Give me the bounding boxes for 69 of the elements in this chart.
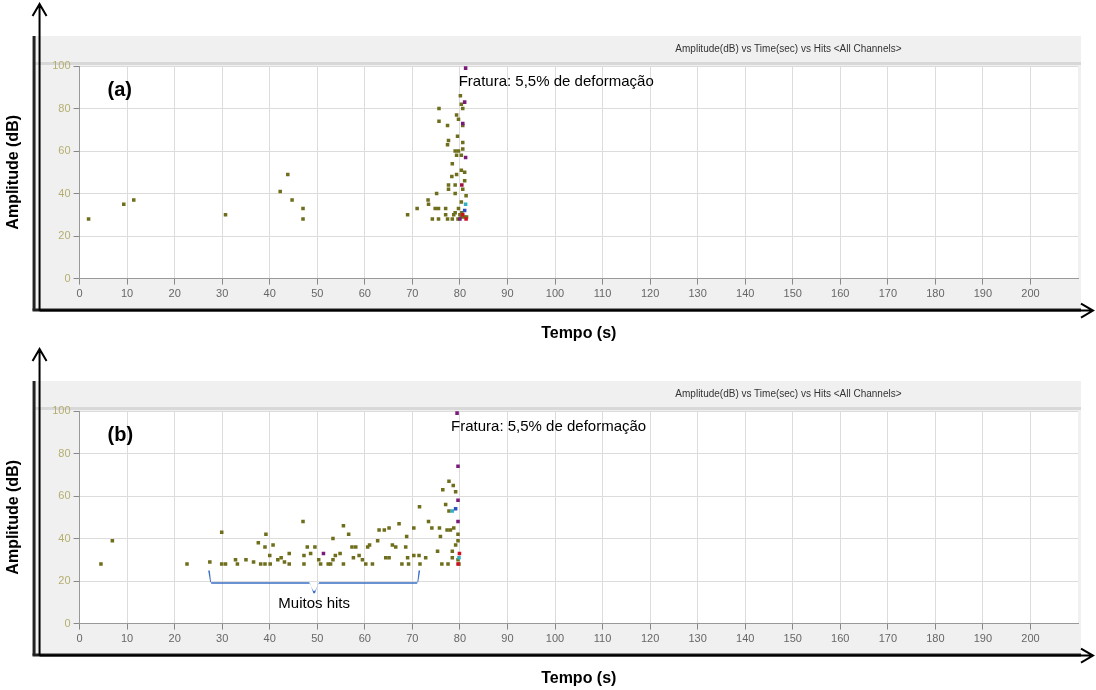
point [456, 498, 460, 503]
y-tick-label: 100 [52, 404, 71, 417]
x-tick-label: 80 [453, 632, 467, 645]
x-tick-label: 170 [878, 287, 897, 300]
annotation: (b) [107, 422, 134, 445]
y-tick-label: 80 [58, 446, 71, 459]
x-tick-label: 110 [593, 287, 612, 300]
x-tick-label: 60 [358, 287, 371, 300]
x-tick-label: 120 [640, 287, 660, 300]
x-tick-label: 40 [263, 632, 276, 645]
x-tick-label: 30 [216, 287, 229, 300]
x-tick-label: 70 [406, 632, 419, 645]
x-tick-label: 130 [688, 632, 707, 645]
x-axis-title: Tempo (s) [541, 668, 617, 686]
x-tick-label: 190 [973, 632, 993, 645]
x-tick-label: 10 [120, 287, 134, 300]
annotation: Fratura: 5,5% de deformação [451, 416, 647, 434]
x-tick-label: 100 [545, 632, 565, 645]
x-tick-label: 150 [783, 287, 802, 300]
x-axis-title: Tempo (s) [541, 323, 617, 341]
x-tick-label: 30 [216, 632, 229, 645]
x-tick-label: 160 [831, 632, 850, 645]
x-tick-label: 50 [311, 287, 324, 300]
y-tick-label: 20 [58, 574, 71, 587]
point [456, 464, 460, 469]
x-tick-label: 0 [76, 287, 83, 300]
x-tick-label: 100 [545, 287, 565, 300]
x-tick-label: 60 [358, 632, 371, 645]
y-tick-label: 0 [64, 271, 71, 284]
y-axis-title: Amplitude (dB) [4, 114, 22, 230]
y-tick-label: 100 [52, 59, 71, 72]
x-tick-label: 140 [736, 287, 755, 300]
y-tick-label: 60 [58, 489, 71, 502]
point [456, 519, 460, 524]
x-tick-label: 40 [263, 287, 276, 300]
y-tick-label: 80 [58, 101, 71, 114]
y-axis-title: Amplitude (dB) [4, 459, 22, 575]
x-tick-label: 180 [926, 287, 945, 300]
x-tick-label: 80 [453, 287, 467, 300]
y-tick-label: 60 [58, 144, 71, 157]
chart-title: Amplitude(dB) vs Time(sec) vs Hits <All Channels> [675, 42, 902, 54]
y-tick-label: 0 [64, 616, 71, 629]
x-tick-label: 180 [926, 632, 945, 645]
y-tick-label: 40 [58, 186, 71, 199]
x-tick-label: 200 [1021, 287, 1040, 300]
x-tick-label: 20 [168, 287, 181, 300]
x-tick-label: 90 [501, 287, 514, 300]
x-tick-label: 50 [311, 632, 324, 645]
x-tick-label: 110 [593, 632, 612, 645]
y-tick-label: 20 [58, 229, 71, 242]
annotation: Fratura: 5,5% de deformação [458, 71, 654, 89]
x-tick-label: 120 [640, 632, 660, 645]
chart-title: Amplitude(dB) vs Time(sec) vs Hits <All Channels> [675, 387, 902, 399]
x-tick-label: 200 [1021, 632, 1040, 645]
x-tick-label: 70 [406, 287, 419, 300]
x-tick-label: 90 [501, 632, 514, 645]
x-tick-label: 10 [120, 632, 134, 645]
x-tick-label: 0 [76, 632, 83, 645]
x-tick-label: 160 [831, 287, 850, 300]
y-tick-label: 40 [58, 531, 71, 544]
annotation: (a) [107, 77, 133, 100]
x-tick-label: 170 [878, 632, 897, 645]
x-tick-label: 150 [783, 632, 802, 645]
x-tick-label: 140 [736, 632, 755, 645]
point [455, 411, 459, 415]
x-tick-label: 20 [168, 632, 181, 645]
annotation: Muitos hits [278, 593, 351, 611]
x-tick-label: 130 [688, 287, 707, 300]
x-tick-label: 190 [973, 287, 993, 300]
